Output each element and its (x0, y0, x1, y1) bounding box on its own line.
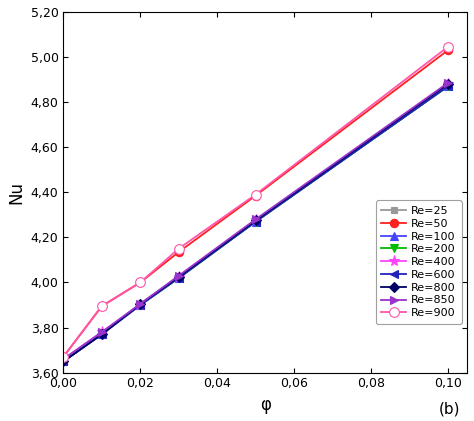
Re=600 (99, 332, 105, 337)
Re=50 (61, 354, 66, 360)
Re=100 (99, 332, 105, 337)
Text: (b): (b) (438, 402, 460, 417)
Re=800 (253, 218, 258, 223)
Re=600 (445, 84, 451, 89)
Re=900 (176, 246, 182, 251)
Re=100 (445, 84, 451, 89)
Re=25 (137, 302, 143, 307)
Re=800 (445, 82, 451, 87)
Re=100 (61, 359, 66, 364)
Re=600 (176, 275, 182, 280)
Re=800 (176, 274, 182, 280)
Re=400 (99, 330, 105, 335)
Re=850 (137, 301, 143, 306)
Re=400 (176, 274, 182, 280)
Y-axis label: Nu: Nu (7, 181, 25, 204)
Re=850 (176, 273, 182, 278)
Legend: Re=25, Re=50, Re=100, Re=200, Re=400, Re=600, Re=800, Re=850, Re=900: Re=25, Re=50, Re=100, Re=200, Re=400, Re… (376, 200, 462, 324)
Line: Re=850: Re=850 (59, 79, 452, 363)
Re=900 (137, 280, 143, 285)
Line: Re=200: Re=200 (59, 82, 452, 365)
Re=600 (137, 302, 143, 307)
Line: Re=900: Re=900 (58, 42, 453, 362)
Re=400 (137, 302, 143, 307)
Re=50 (137, 280, 143, 285)
Re=800 (99, 332, 105, 337)
Re=25 (99, 332, 105, 337)
Line: Re=25: Re=25 (60, 83, 451, 365)
Re=800 (137, 301, 143, 306)
Re=850 (99, 330, 105, 335)
Re=900 (253, 192, 258, 197)
X-axis label: φ: φ (260, 396, 271, 414)
Re=200 (99, 330, 105, 336)
Re=100 (176, 275, 182, 280)
Re=50 (253, 193, 258, 198)
Re=400 (61, 357, 66, 362)
Line: Re=100: Re=100 (59, 82, 452, 365)
Re=200 (61, 359, 66, 364)
Line: Re=800: Re=800 (60, 80, 451, 365)
Re=900 (99, 304, 105, 309)
Re=200 (176, 275, 182, 280)
Line: Re=50: Re=50 (59, 46, 452, 361)
Re=850 (253, 217, 258, 222)
Re=50 (99, 304, 105, 309)
Re=200 (253, 219, 258, 224)
Re=900 (445, 44, 451, 49)
Re=900 (61, 354, 66, 360)
Re=25 (61, 359, 66, 364)
Re=50 (176, 250, 182, 255)
Re=800 (61, 359, 66, 364)
Re=850 (445, 80, 451, 85)
Re=600 (61, 359, 66, 364)
Re=850 (61, 357, 66, 362)
Re=25 (445, 84, 451, 89)
Re=400 (445, 82, 451, 87)
Re=400 (253, 218, 258, 223)
Line: Re=400: Re=400 (58, 79, 454, 365)
Re=100 (253, 219, 258, 224)
Re=200 (445, 84, 451, 89)
Re=25 (176, 275, 182, 280)
Re=25 (253, 219, 258, 224)
Re=200 (137, 302, 143, 307)
Line: Re=600: Re=600 (59, 82, 452, 365)
Re=50 (445, 48, 451, 53)
Re=100 (137, 302, 143, 307)
Re=600 (253, 219, 258, 224)
